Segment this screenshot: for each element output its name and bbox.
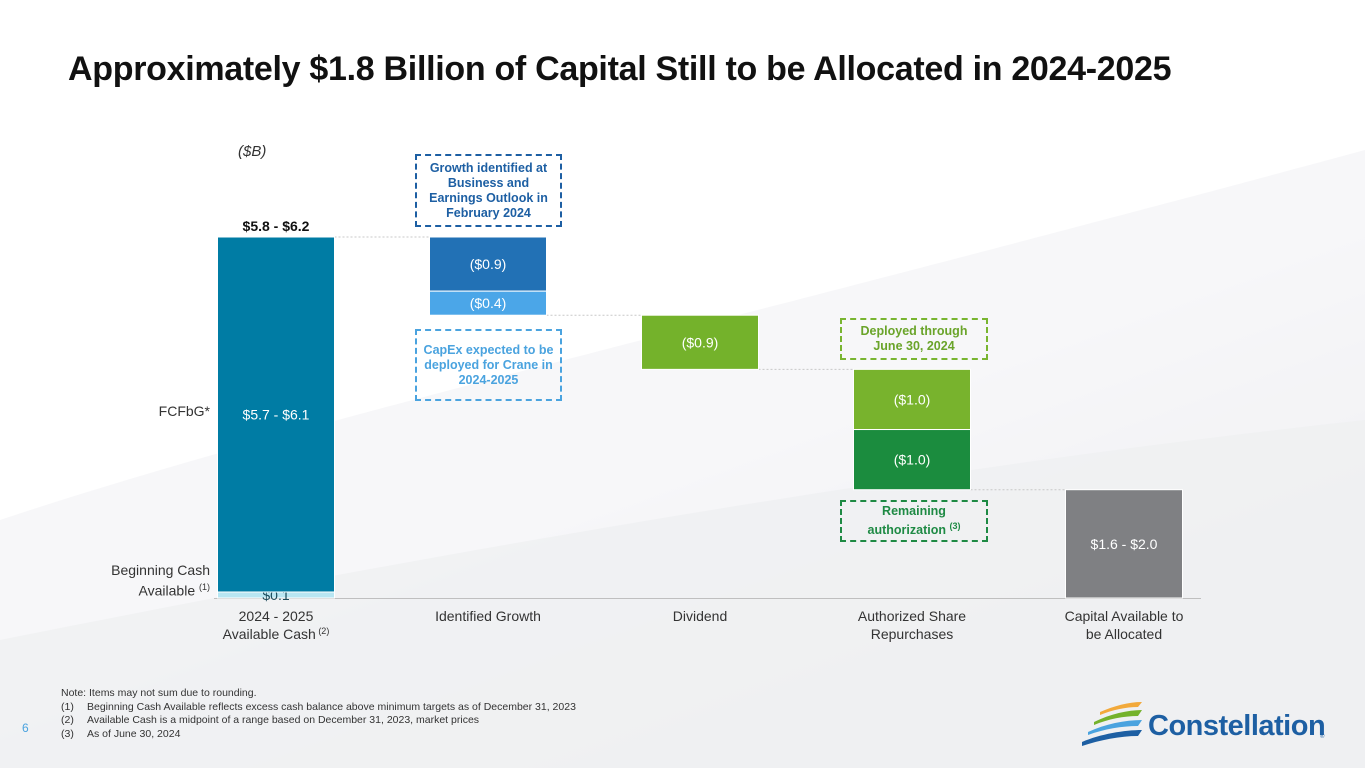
callout-remaining-text: Remaining authorization (3): [848, 504, 980, 538]
bar-value-label-5: ($1.0): [894, 391, 931, 407]
beginning-cash-label: Beginning Cash Available (1): [80, 562, 210, 600]
callout-remaining: Remaining authorization (3): [840, 500, 988, 542]
callout-capex-text: CapEx expected to be deployed for Crane …: [423, 342, 554, 387]
category-label-line2-4: be Allocated: [1086, 626, 1162, 642]
category-label-line2-3: Repurchases: [871, 626, 954, 642]
callout-remaining-main: Remaining authorization: [867, 503, 946, 538]
category-label-1: Identified Growth: [435, 608, 541, 624]
callout-capex-crane: CapEx expected to be deployed for Crane …: [415, 329, 562, 401]
footnote-header: Note: Items may not sum due to rounding.: [61, 687, 257, 699]
footnote-text: As of June 30, 2024: [87, 727, 181, 740]
footnote-num: (1): [61, 700, 74, 713]
footnote-1: (1) Beginning Cash Available reflects exc…: [61, 701, 576, 715]
page-number: 6: [22, 721, 29, 735]
footnote-text: Available Cash is a midpoint of a range …: [87, 714, 480, 726]
footnotes: Note: Items may not sum due to rounding.…: [61, 687, 576, 741]
waterfall-bar-7: [1065, 489, 1183, 599]
waterfall-bar-4: [641, 314, 759, 370]
callout-deployed: Deployed through June 30, 2024: [840, 318, 988, 360]
bar-value-label-3: ($0.4): [470, 295, 507, 311]
callout-growth-text: Growth identified at Business and Earnin…: [429, 160, 548, 220]
beginning-cash-line2: Available: [138, 582, 196, 599]
callout-deployed-text: Deployed through June 30, 2024: [860, 324, 968, 353]
category-label-2: Dividend: [673, 608, 727, 624]
waterfall-bar-6: [853, 429, 971, 491]
beginning-cash-line1: Beginning Cash: [111, 562, 210, 578]
waterfall-bar-5: [853, 368, 971, 431]
footnote-num: (2): [61, 714, 74, 726]
bar-value-label-6: ($1.0): [894, 452, 931, 468]
constellation-logo-icon: [1082, 702, 1142, 746]
logo-text: Constellation: [1148, 710, 1326, 742]
waterfall-bar-1: [217, 236, 335, 593]
beginning-cash-sup: (1): [199, 582, 210, 592]
callout-growth-identified: Growth identified at Business and Earnin…: [415, 154, 562, 227]
category-label-4: Capital Available to: [1065, 608, 1184, 624]
bar-value-label-1: $5.7 - $6.1: [243, 406, 310, 422]
total-top-label: $5.8 - $6.2: [243, 218, 310, 234]
page-title: Approximately $1.8 Billion of Capital St…: [68, 50, 1172, 88]
footnote-2: (2) Available Cash is a midpoint of a ran…: [61, 714, 576, 728]
bar-value-label-7: $1.6 - $2.0: [1091, 536, 1158, 552]
category-label-0: 2024 - 2025: [239, 608, 314, 624]
category-label-3: Authorized Share: [858, 608, 966, 624]
logo-reg: ®: [1320, 734, 1325, 740]
footnote-3: (3) As of June 30, 2024: [61, 728, 576, 742]
fcfbg-label: FCFbG*: [158, 403, 210, 419]
bar-value-label-4: ($0.9): [682, 334, 719, 350]
category-sup-0: (2): [316, 626, 330, 636]
category-label-line2-0: Available Cash (2): [223, 626, 330, 642]
footnote-text: Beginning Cash Available reflects excess…: [87, 700, 576, 713]
unit-label: ($B): [238, 143, 267, 160]
footnote-num: (3): [61, 727, 74, 740]
waterfall-bar-3: [429, 290, 547, 316]
callout-remaining-sup: (3): [949, 520, 961, 531]
bar-value-label-2: ($0.9): [470, 256, 507, 272]
